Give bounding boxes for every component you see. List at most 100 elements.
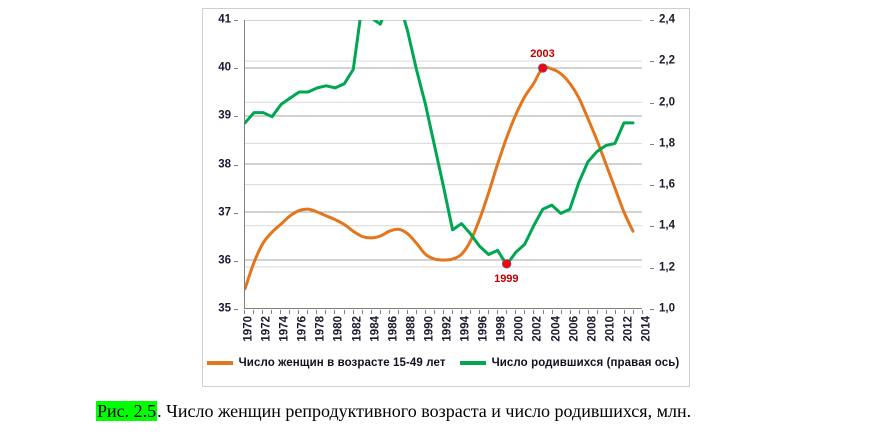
- y-right-tick-mark: [650, 20, 654, 21]
- y-right-tick-label: 1,0: [659, 302, 675, 315]
- x-tick-mark: [461, 310, 463, 314]
- x-tick-label: 2008: [585, 316, 598, 342]
- legend-label: Число женщин в возрасте 15-49 лет: [238, 357, 446, 369]
- x-tick-mark: [262, 310, 264, 314]
- plot-svg: [245, 20, 642, 308]
- x-tick-mark: [388, 310, 390, 314]
- legend-label: Число родившихся (правая ось): [491, 357, 680, 369]
- x-tick-mark: [596, 310, 598, 314]
- x-tick-mark: [379, 310, 381, 314]
- x-axis: 1970 1972 1974 1976 1978 1980 1982 1984 1986 1988…: [242, 310, 652, 380]
- x-tick-label: 1980: [332, 316, 345, 342]
- legend-swatch-icon: [206, 361, 233, 365]
- y-right-tick-mark: [650, 102, 654, 104]
- y-left-tick-label: 35: [218, 302, 231, 315]
- x-tick-label: 2004: [549, 316, 562, 342]
- x-tick-mark: [424, 310, 426, 314]
- x-tick-label: 2000: [513, 316, 526, 342]
- figure-reference: Рис. 2.5: [96, 401, 158, 421]
- x-tick-mark: [533, 310, 535, 314]
- y-right-tick-label: 2,2: [659, 54, 675, 67]
- x-tick-mark: [334, 310, 336, 314]
- figure-caption: Рис. 2.5. Число женщин репродуктивного в…: [96, 400, 856, 423]
- x-tick-mark: [497, 310, 499, 314]
- x-tick-mark: [524, 310, 526, 314]
- x-tick-mark: [415, 310, 417, 314]
- y-left-tick-label: 36: [218, 254, 231, 267]
- x-tick-mark: [515, 310, 517, 314]
- x-tick-label: 1988: [405, 316, 418, 342]
- y-left-tick-mark: [234, 212, 238, 214]
- x-tick-label: 1972: [260, 316, 273, 342]
- y-right-tick-mark: [650, 185, 654, 187]
- annotation-marker-1999: [502, 260, 510, 268]
- x-tick-label: 1994: [459, 316, 472, 342]
- x-tick-mark: [623, 310, 625, 314]
- y-right-tick-mark: [650, 61, 654, 63]
- y-left-tick-label: 37: [218, 205, 231, 218]
- x-tick-label: 2010: [604, 316, 617, 342]
- x-tick-mark: [352, 310, 354, 314]
- x-tick-mark: [361, 310, 363, 314]
- x-tick-mark: [614, 310, 616, 314]
- chart-legend: Число женщин в возрасте 15-49 лет Число р…: [206, 351, 679, 375]
- y-right-tick-label: 2,0: [659, 95, 675, 108]
- x-tick-label: 1990: [423, 316, 436, 342]
- y-left-tick-label: 39: [218, 109, 231, 122]
- plot-area: [244, 20, 642, 309]
- x-tick-mark: [470, 310, 472, 314]
- legend-women[interactable]: Число женщин в возрасте 15-49 лет: [206, 357, 446, 369]
- x-tick-label: 1976: [296, 316, 309, 342]
- x-tick-label: 1974: [278, 316, 291, 342]
- x-tick-mark: [488, 310, 490, 314]
- x-tick-label: 2014: [640, 316, 653, 342]
- x-tick-mark: [289, 310, 291, 314]
- x-tick-label: 2012: [622, 316, 635, 342]
- legend-swatch-icon: [459, 361, 486, 365]
- annotation-label-2003: 2003: [530, 48, 555, 61]
- x-tick-mark: [298, 310, 300, 314]
- y-right-tick-label: 2,4: [659, 13, 675, 26]
- y-right-tick-label: 1,6: [659, 178, 675, 191]
- x-tick-mark: [542, 310, 544, 314]
- x-tick-mark: [605, 310, 607, 314]
- x-tick-label: 1978: [314, 316, 327, 342]
- y-axis-left: 35 36 37 38 39 40 41: [203, 14, 238, 314]
- y-left-tick-label: 40: [218, 61, 231, 74]
- y-left-tick-mark: [234, 164, 238, 166]
- x-tick-mark: [397, 310, 399, 314]
- x-tick-mark: [632, 310, 634, 314]
- x-tick-mark: [316, 310, 318, 314]
- chart-container: 35 36 37 38 39 40 41 1,0 1,2 1,4 1,6 1,8 2,0 2,2 2,4 …: [202, 8, 690, 387]
- x-tick-mark: [479, 310, 481, 314]
- y-left-tick-label: 38: [218, 157, 231, 170]
- y-left-tick-label: 41: [218, 13, 231, 26]
- y-left-tick-mark: [234, 68, 238, 70]
- x-tick-mark: [325, 310, 327, 314]
- x-tick-mark: [370, 310, 372, 314]
- x-tick-label: 1998: [495, 316, 508, 342]
- y-right-tick-label: 1,2: [659, 260, 675, 273]
- y-right-tick-mark: [650, 309, 654, 310]
- x-tick-mark: [452, 310, 454, 314]
- y-axis-right: 1,0 1,2 1,4 1,6 1,8 2,0 2,2 2,4: [650, 14, 686, 314]
- x-tick-label: 1992: [441, 316, 454, 342]
- y-left-tick-mark: [234, 20, 238, 21]
- series-line-women: [245, 67, 633, 289]
- x-tick-mark: [343, 310, 345, 314]
- y-right-tick-label: 1,4: [659, 219, 675, 232]
- x-tick-mark: [642, 310, 643, 314]
- y-left-tick-mark: [234, 116, 238, 118]
- y-left-tick-mark: [234, 309, 238, 310]
- x-tick-label: 1982: [350, 316, 363, 342]
- legend-births[interactable]: Число родившихся (правая ось): [459, 357, 680, 369]
- x-tick-mark: [253, 310, 255, 314]
- x-tick-mark: [578, 310, 580, 314]
- x-tick-mark: [587, 310, 589, 314]
- y-left-tick-mark: [234, 260, 238, 262]
- y-right-tick-mark: [650, 226, 654, 228]
- y-right-tick-label: 1,8: [659, 137, 675, 150]
- annotation-label-1999: 1999: [494, 272, 519, 285]
- x-tick-mark: [244, 310, 245, 314]
- x-tick-mark: [506, 310, 508, 314]
